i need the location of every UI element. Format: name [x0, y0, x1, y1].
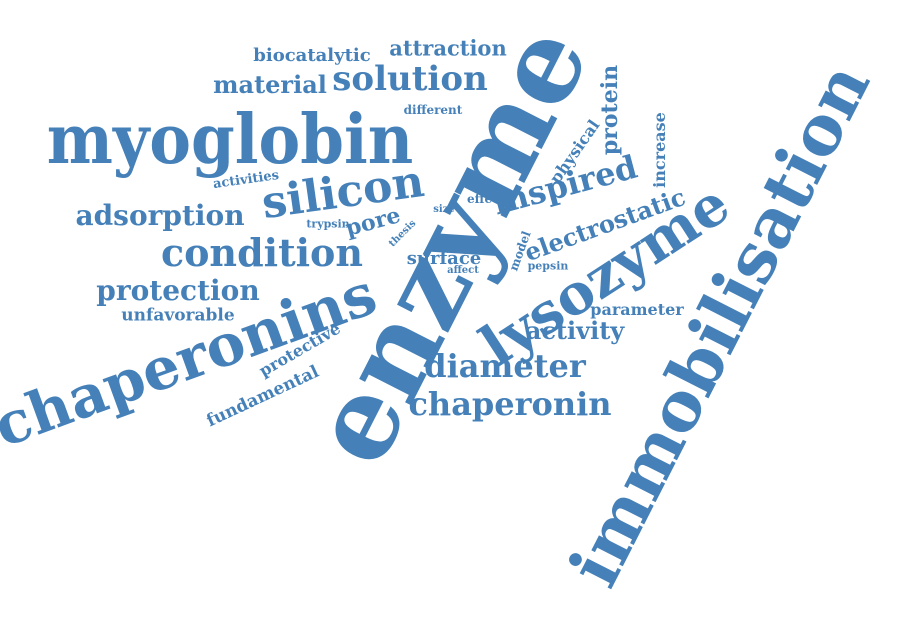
- word-affect: affect: [447, 265, 479, 276]
- word-protection: protection: [96, 274, 260, 307]
- word-parameter: parameter: [590, 300, 684, 319]
- word-condition: condition: [160, 230, 364, 275]
- word-trypsin: trypsin: [306, 217, 350, 231]
- word-activity: activity: [525, 316, 625, 345]
- word-material: material: [213, 70, 327, 99]
- word-biocatalytic: biocatalytic: [253, 45, 371, 66]
- word-myoglobin: myoglobin: [46, 100, 414, 180]
- word-unfavorable: unfavorable: [121, 305, 235, 326]
- word-adsorption: adsorption: [75, 199, 245, 232]
- word-increase: increase: [650, 112, 669, 188]
- word-different: different: [403, 103, 463, 117]
- word-chaperonin: chaperonin: [408, 385, 612, 423]
- word-protein: protein: [597, 64, 623, 156]
- word-effect: effect: [467, 192, 505, 206]
- word-diameter: diameter: [424, 347, 586, 385]
- word-size: size: [433, 204, 455, 215]
- word-pepsin: pepsin: [527, 259, 569, 273]
- word-attraction: attraction: [389, 35, 507, 61]
- word-surface: surface: [406, 248, 482, 269]
- word-solution: solution: [332, 59, 488, 99]
